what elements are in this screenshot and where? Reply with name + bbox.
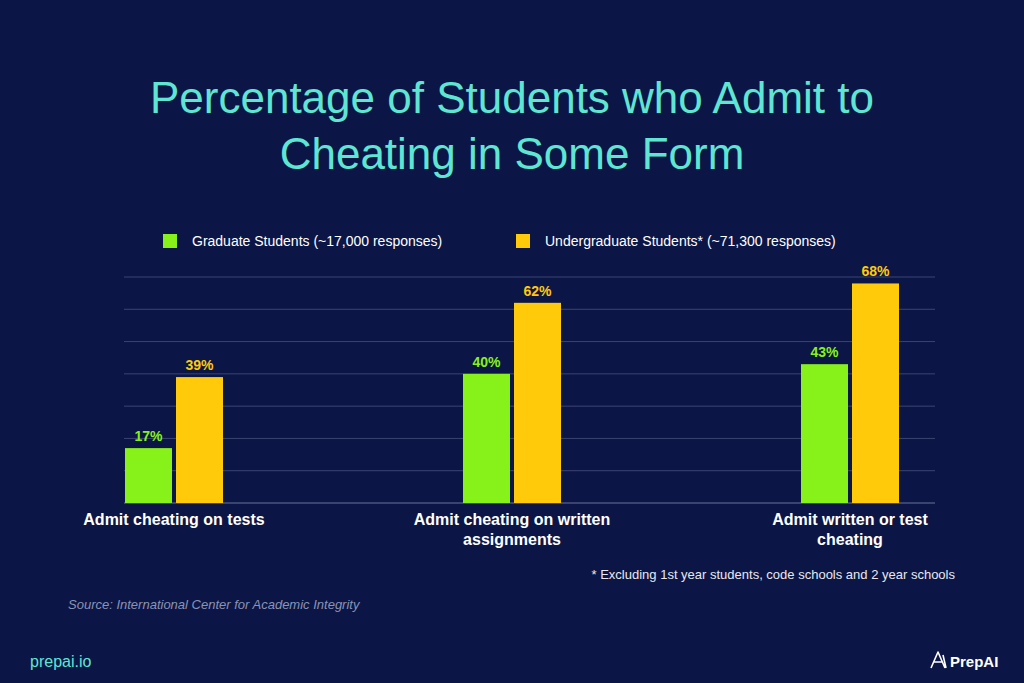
category-label: Admit written or test cheating	[745, 510, 955, 550]
category-label: Admit cheating on tests	[69, 510, 279, 530]
brand: PrepAI	[950, 653, 998, 670]
category-label: Admit cheating on written assignments	[407, 510, 617, 550]
data-label: 68%	[861, 263, 890, 279]
bar	[125, 448, 172, 503]
grid	[124, 277, 935, 503]
source: Source: International Center for Academi…	[68, 597, 361, 612]
footnote: * Excluding 1st year students, code scho…	[592, 567, 956, 582]
bar	[463, 374, 510, 503]
bar	[176, 377, 223, 503]
data-labels: 17% 40% 43% 39% 62% 68%	[134, 263, 890, 444]
brand-icon	[931, 652, 946, 668]
legend-label: Graduate Students (~17,000 responses)	[192, 233, 442, 249]
bars	[125, 283, 899, 503]
website: prepai.io	[30, 653, 91, 670]
legend-swatch	[516, 234, 530, 248]
legend-label: Undergraduate Students* (~71,300 respons…	[545, 233, 836, 249]
brand-logo: PrepAI	[931, 652, 998, 670]
legend-swatch	[163, 234, 177, 248]
chart: 17% 40% 43% 39% 62% 68% Graduate Students (~17…	[0, 0, 1024, 683]
bar	[514, 303, 561, 503]
grid-line	[124, 277, 935, 278]
legend: Graduate Students (~17,000 responses) Und…	[163, 233, 836, 249]
data-label: 62%	[523, 283, 552, 299]
data-label: 43%	[810, 344, 839, 360]
data-label: 40%	[472, 354, 501, 370]
bar	[852, 283, 899, 503]
data-label: 17%	[134, 428, 163, 444]
data-label: 39%	[185, 357, 214, 373]
title: Percentage of Students who Admit to Chea…	[72, 70, 952, 182]
bar	[801, 364, 848, 503]
